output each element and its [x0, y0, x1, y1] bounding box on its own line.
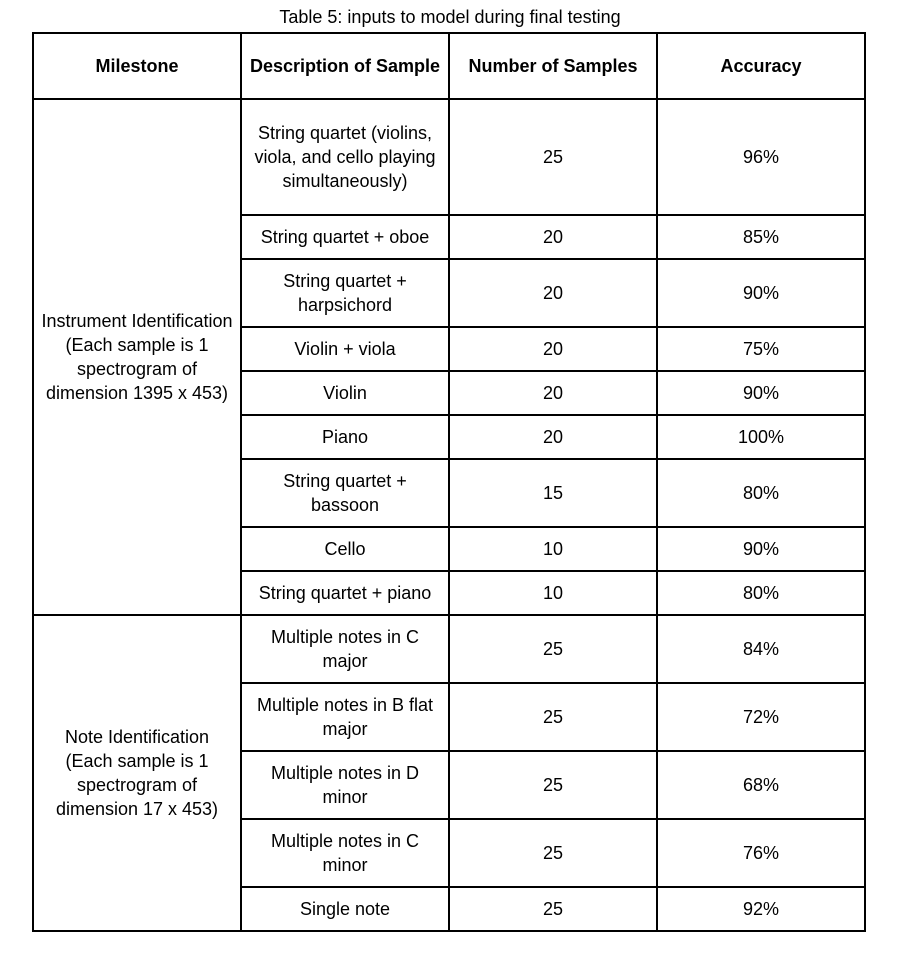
description-cell: Multiple notes in B flat major [240, 682, 450, 752]
table-row: String quartet + oboe 20 85% [33, 214, 866, 260]
results-table: Milestone Description of Sample Number o… [32, 32, 866, 932]
accuracy-cell: 100% [656, 414, 866, 460]
num-samples-cell: 15 [448, 458, 658, 528]
num-samples-cell: 20 [448, 258, 658, 328]
num-samples-cell: 25 [448, 818, 658, 888]
num-samples-cell: 25 [448, 682, 658, 752]
table-row: Piano 20 100% [33, 414, 866, 460]
table-row: String quartet + bassoon 15 80% [33, 458, 866, 528]
num-samples-cell: 10 [448, 526, 658, 572]
accuracy-cell: 68% [656, 750, 866, 820]
description-cell: Multiple notes in D minor [240, 750, 450, 820]
table-row: Multiple notes in B flat major 25 72% [33, 682, 866, 752]
accuracy-cell: 90% [656, 370, 866, 416]
description-cell: String quartet + bassoon [240, 458, 450, 528]
accuracy-cell: 90% [656, 526, 866, 572]
num-samples-cell: 20 [448, 214, 658, 260]
header-description: Description of Sample [240, 32, 450, 100]
table-row: Note Identification (Each sample is 1 sp… [32, 614, 866, 932]
description-cell: String quartet + piano [240, 570, 450, 616]
accuracy-cell: 75% [656, 326, 866, 372]
num-samples-cell: 25 [448, 98, 658, 216]
table-row: Violin + viola 20 75% [33, 326, 866, 372]
accuracy-cell: 90% [656, 258, 866, 328]
description-cell: Single note [240, 886, 450, 932]
table-body: Instrument Identification (Each sample i… [32, 98, 866, 932]
accuracy-cell: 84% [656, 614, 866, 684]
table-row: Multiple notes in C minor 25 76% [33, 818, 866, 888]
accuracy-cell: 80% [656, 570, 866, 616]
table-row: Cello 10 90% [33, 526, 866, 572]
header-milestone: Milestone [32, 32, 242, 100]
num-samples-cell: 25 [448, 886, 658, 932]
accuracy-cell: 85% [656, 214, 866, 260]
description-cell: String quartet (violins, viola, and cell… [240, 98, 450, 216]
table-row: String quartet + harpsichord 20 90% [33, 258, 866, 328]
table-row: Instrument Identification (Each sample i… [32, 98, 866, 616]
table-row: Multiple notes in D minor 25 68% [33, 750, 866, 820]
table-caption: Table 5: inputs to model during final te… [279, 7, 621, 27]
header-number-of-samples: Number of Samples [448, 32, 658, 100]
milestone-cell: Note Identification (Each sample is 1 sp… [32, 614, 242, 932]
num-samples-cell: 10 [448, 570, 658, 616]
description-cell: Multiple notes in C major [240, 614, 450, 684]
description-cell: String quartet + oboe [240, 214, 450, 260]
header-accuracy: Accuracy [656, 32, 866, 100]
accuracy-cell: 92% [656, 886, 866, 932]
table-row: String quartet + piano 10 80% [33, 570, 866, 616]
num-samples-cell: 25 [448, 750, 658, 820]
description-cell: Piano [240, 414, 450, 460]
milestone-cell: Instrument Identification (Each sample i… [32, 98, 242, 616]
description-cell: Cello [240, 526, 450, 572]
description-cell: Violin + viola [240, 326, 450, 372]
num-samples-cell: 25 [448, 614, 658, 684]
description-cell: String quartet + harpsichord [240, 258, 450, 328]
table-row: Violin 20 90% [33, 370, 866, 416]
table-row: Single note 25 92% [33, 886, 866, 932]
accuracy-cell: 80% [656, 458, 866, 528]
num-samples-cell: 20 [448, 326, 658, 372]
accuracy-cell: 76% [656, 818, 866, 888]
description-cell: Violin [240, 370, 450, 416]
num-samples-cell: 20 [448, 370, 658, 416]
num-samples-cell: 20 [448, 414, 658, 460]
header-row: Milestone Description of Sample Number o… [32, 32, 866, 100]
description-cell: Multiple notes in C minor [240, 818, 450, 888]
accuracy-cell: 96% [656, 98, 866, 216]
accuracy-cell: 72% [656, 682, 866, 752]
